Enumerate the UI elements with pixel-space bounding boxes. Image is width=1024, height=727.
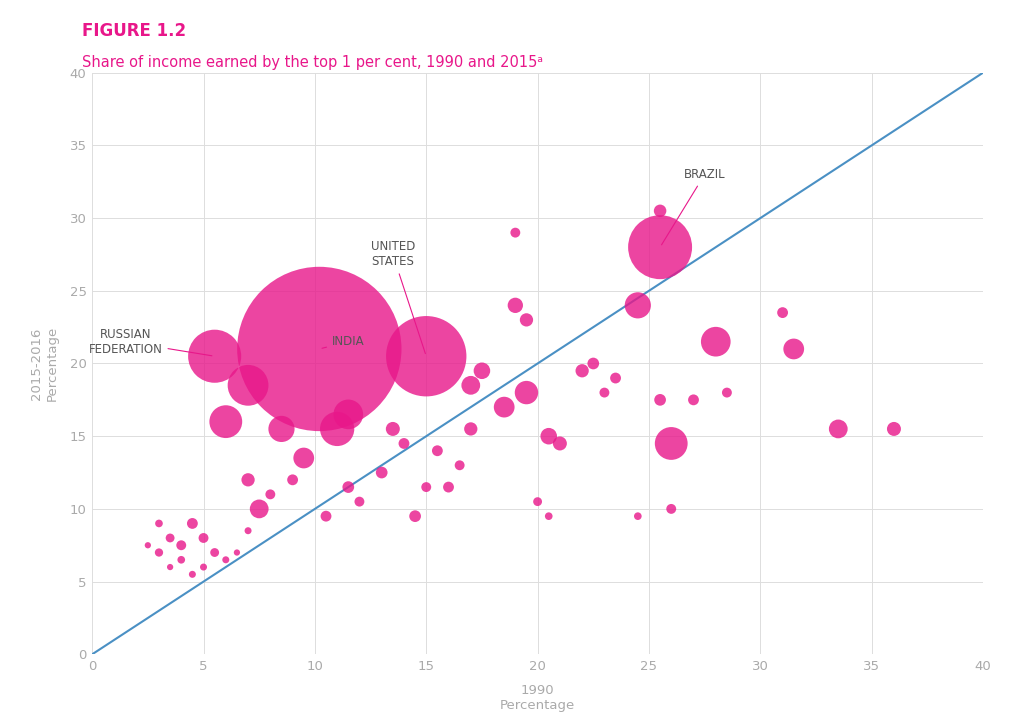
Point — [217, 416, 233, 427]
Point — [162, 561, 178, 573]
Point — [151, 518, 167, 529]
Point — [173, 539, 189, 551]
Point — [217, 554, 233, 566]
Point — [507, 300, 523, 311]
Point — [830, 423, 847, 435]
Point — [196, 561, 212, 573]
Point — [184, 518, 201, 529]
Point — [452, 459, 468, 471]
Point — [184, 569, 201, 580]
Point — [273, 423, 290, 435]
Point — [496, 401, 512, 413]
Point — [329, 423, 345, 435]
Text: BRAZIL: BRAZIL — [662, 168, 725, 245]
Point — [385, 423, 401, 435]
Point — [317, 510, 334, 522]
Y-axis label: 2015-2016
Percentage: 2015-2016 Percentage — [31, 326, 58, 401]
Point — [251, 503, 267, 515]
Point — [296, 452, 312, 464]
Point — [529, 496, 546, 507]
Point — [664, 438, 680, 449]
Point — [173, 554, 189, 566]
Point — [418, 350, 434, 362]
Point — [418, 481, 434, 493]
Point — [440, 481, 457, 493]
Point — [719, 387, 735, 398]
Point — [207, 350, 223, 362]
Point — [685, 394, 701, 406]
Point — [429, 445, 445, 457]
Point — [240, 379, 256, 391]
Point — [541, 430, 557, 442]
Point — [886, 423, 902, 435]
Point — [351, 496, 368, 507]
Point — [311, 343, 328, 355]
Point — [573, 365, 590, 377]
Text: UNITED
STATES: UNITED STATES — [371, 241, 425, 353]
X-axis label: 1990
Percentage: 1990 Percentage — [500, 684, 575, 712]
Point — [285, 474, 301, 486]
Point — [374, 467, 390, 478]
Point — [262, 489, 279, 500]
Text: Share of income earned by the top 1 per cent, 1990 and 2015ᵃ: Share of income earned by the top 1 per … — [82, 55, 543, 70]
Point — [463, 423, 479, 435]
Point — [507, 227, 523, 238]
Point — [396, 438, 413, 449]
Point — [708, 336, 724, 348]
Point — [207, 547, 223, 558]
Point — [228, 547, 245, 558]
Point — [240, 474, 256, 486]
Text: FIGURE 1.2: FIGURE 1.2 — [82, 22, 186, 40]
Point — [596, 387, 612, 398]
Point — [407, 510, 423, 522]
Point — [340, 481, 356, 493]
Point — [196, 532, 212, 544]
Point — [162, 532, 178, 544]
Point — [630, 300, 646, 311]
Text: INDIA: INDIA — [322, 335, 365, 348]
Point — [630, 510, 646, 522]
Point — [541, 510, 557, 522]
Point — [139, 539, 156, 551]
Point — [151, 547, 167, 558]
Point — [652, 394, 669, 406]
Point — [463, 379, 479, 391]
Point — [552, 438, 568, 449]
Point — [785, 343, 802, 355]
Point — [240, 525, 256, 537]
Point — [340, 409, 356, 420]
Point — [474, 365, 490, 377]
Point — [664, 503, 680, 515]
Point — [774, 307, 791, 318]
Point — [518, 387, 535, 398]
Point — [518, 314, 535, 326]
Point — [652, 205, 669, 217]
Point — [652, 241, 669, 253]
Text: RUSSIAN
FEDERATION: RUSSIAN FEDERATION — [89, 328, 212, 356]
Point — [585, 358, 601, 369]
Point — [607, 372, 624, 384]
